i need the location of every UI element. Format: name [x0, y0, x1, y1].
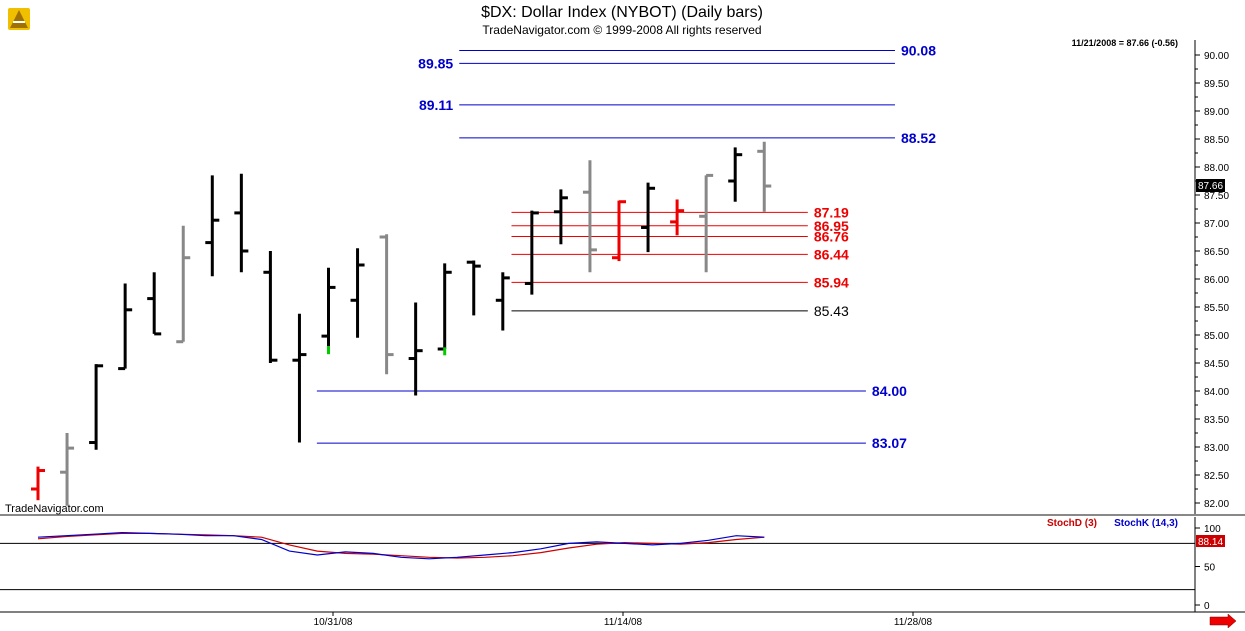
level-label: 83.07	[872, 435, 907, 451]
trade-navigator-logo	[8, 8, 30, 30]
level-label: 90.08	[901, 43, 936, 59]
stoch-tick-label: 100	[1204, 524, 1221, 535]
level-label: 89.11	[419, 97, 453, 113]
date-axis: 10/31/08 11/14/08 11/28/08	[314, 612, 933, 628]
stoch-k-legend: StochK (14,3)	[1114, 518, 1178, 529]
ohlc-bar	[699, 173, 714, 273]
price-tick-label: 86.50	[1204, 247, 1229, 258]
last-quote-label: 11/21/2008 = 87.66 (-0.56)	[1072, 38, 1178, 48]
ohlc-bar	[321, 267, 336, 355]
stoch-k-line	[37, 531, 765, 560]
scroll-right-arrow-icon[interactable]	[1209, 613, 1237, 629]
last-price-tag: 87.66	[1198, 181, 1223, 192]
price-tick-label: 88.50	[1204, 135, 1229, 146]
stoch-d-legend: StochD (3)	[1047, 518, 1097, 529]
ohlc-bar	[147, 272, 162, 336]
ohlc-bar	[118, 283, 133, 371]
level-label: 86.76	[814, 228, 849, 244]
ohlc-bar	[263, 251, 278, 363]
level-label: 84.00	[872, 383, 907, 399]
price-tick-label: 87.50	[1204, 191, 1229, 202]
stoch-value-tag-bg	[1196, 535, 1225, 547]
stoch-tick-label: 0	[1204, 601, 1210, 612]
ohlc-bar	[612, 200, 626, 262]
last-price-tag-bg	[1196, 179, 1225, 192]
price-tick-label: 89.00	[1204, 107, 1229, 118]
level-label: 87.19	[814, 204, 849, 220]
price-tick-label: 86.00	[1204, 275, 1229, 286]
date-tick-label: 11/28/08	[894, 617, 933, 628]
ohlc-bar	[60, 433, 75, 506]
price-tick-label: 82.00	[1204, 499, 1229, 510]
ohlc-bar	[31, 466, 45, 501]
level-label: 86.44	[814, 246, 849, 262]
date-tick-label: 10/31/08	[314, 617, 353, 628]
ohlc-bar	[728, 147, 743, 202]
ohlc-bar	[757, 141, 772, 212]
level-label: 85.94	[814, 274, 849, 290]
price-tick-label: 83.00	[1204, 443, 1229, 454]
level-label: 89.85	[418, 55, 453, 71]
ohlc-bar	[205, 175, 220, 277]
level-label: 88.52	[901, 130, 936, 146]
ohlc-bar	[89, 364, 104, 450]
ohlc-bar	[379, 234, 394, 375]
ohlc-bar	[466, 260, 481, 316]
level-label: 85.43	[814, 303, 849, 319]
price-tick-label: 85.00	[1204, 331, 1229, 342]
ohlc-bar	[524, 210, 539, 295]
ohlc-bar	[553, 189, 568, 245]
chart-subtitle: TradeNavigator.com © 1999-2008 All right…	[482, 23, 761, 37]
stochastic-panel: 0 50 100	[0, 524, 1221, 612]
ohlc-bar	[582, 160, 597, 273]
ohlc-bar	[670, 199, 685, 236]
ohlc-bars	[31, 141, 772, 506]
ohlc-bar	[234, 173, 249, 273]
price-tick-label: 87.00	[1204, 219, 1229, 230]
level-label: 86.95	[814, 218, 849, 234]
stoch-d-line	[37, 532, 765, 559]
chart-title: $DX: Dollar Index (NYBOT) (Daily bars)	[481, 4, 763, 21]
price-tick-label: 88.00	[1204, 163, 1229, 174]
ohlc-bar	[176, 225, 191, 344]
ohlc-bar	[641, 182, 656, 253]
watermark-text: TradeNavigator.com	[5, 503, 104, 515]
price-tick-label: 89.50	[1204, 79, 1229, 90]
stoch-value-tag: 88.14	[1198, 537, 1223, 548]
price-tick-label: 84.00	[1204, 387, 1229, 398]
ohlc-bar	[437, 263, 452, 356]
price-axis: 82.00 82.50 83.00 83.50 84.00 84.50 85.00 85.50…	[1195, 51, 1229, 510]
price-tick-label: 83.50	[1204, 415, 1229, 426]
stoch-tick-label: 50	[1204, 563, 1216, 574]
price-tick-label: 84.50	[1204, 359, 1229, 370]
ohlc-bar	[350, 248, 365, 338]
price-tick-label: 85.50	[1204, 303, 1229, 314]
price-tick-label: 82.50	[1204, 471, 1229, 482]
ohlc-bar	[292, 313, 307, 443]
ohlc-bar	[495, 272, 510, 331]
date-tick-label: 11/14/08	[604, 617, 643, 628]
price-tick-label: 90.00	[1204, 51, 1229, 62]
ohlc-bar	[408, 302, 423, 396]
